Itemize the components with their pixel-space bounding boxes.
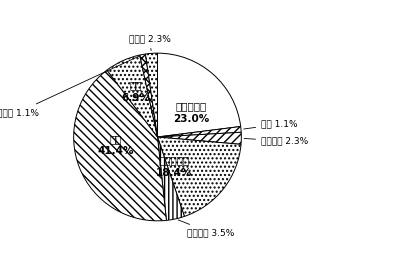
Text: 財産収入 3.5%: 財産収入 3.5%: [178, 220, 234, 237]
Text: その他 1.1%: その他 1.1%: [0, 56, 140, 117]
Text: 家族の援助
18.4%: 家族の援助 18.4%: [156, 155, 192, 178]
Text: 事業収入 2.3%: 事業収入 2.3%: [244, 136, 308, 145]
Text: なし
6.9%: なし 6.9%: [121, 81, 150, 103]
Text: 無回答 2.3%: 無回答 2.3%: [129, 34, 171, 51]
Wedge shape: [158, 132, 242, 144]
Text: 給料・賃金
23.0%: 給料・賃金 23.0%: [173, 101, 209, 124]
Wedge shape: [158, 53, 241, 137]
Wedge shape: [158, 127, 241, 137]
Wedge shape: [145, 53, 158, 137]
Wedge shape: [107, 55, 158, 137]
Text: 年金
41.4%: 年金 41.4%: [98, 134, 134, 156]
Wedge shape: [140, 54, 158, 137]
Wedge shape: [74, 70, 166, 221]
Text: 手当 1.1%: 手当 1.1%: [244, 120, 298, 129]
Wedge shape: [158, 137, 184, 220]
Wedge shape: [158, 137, 241, 216]
